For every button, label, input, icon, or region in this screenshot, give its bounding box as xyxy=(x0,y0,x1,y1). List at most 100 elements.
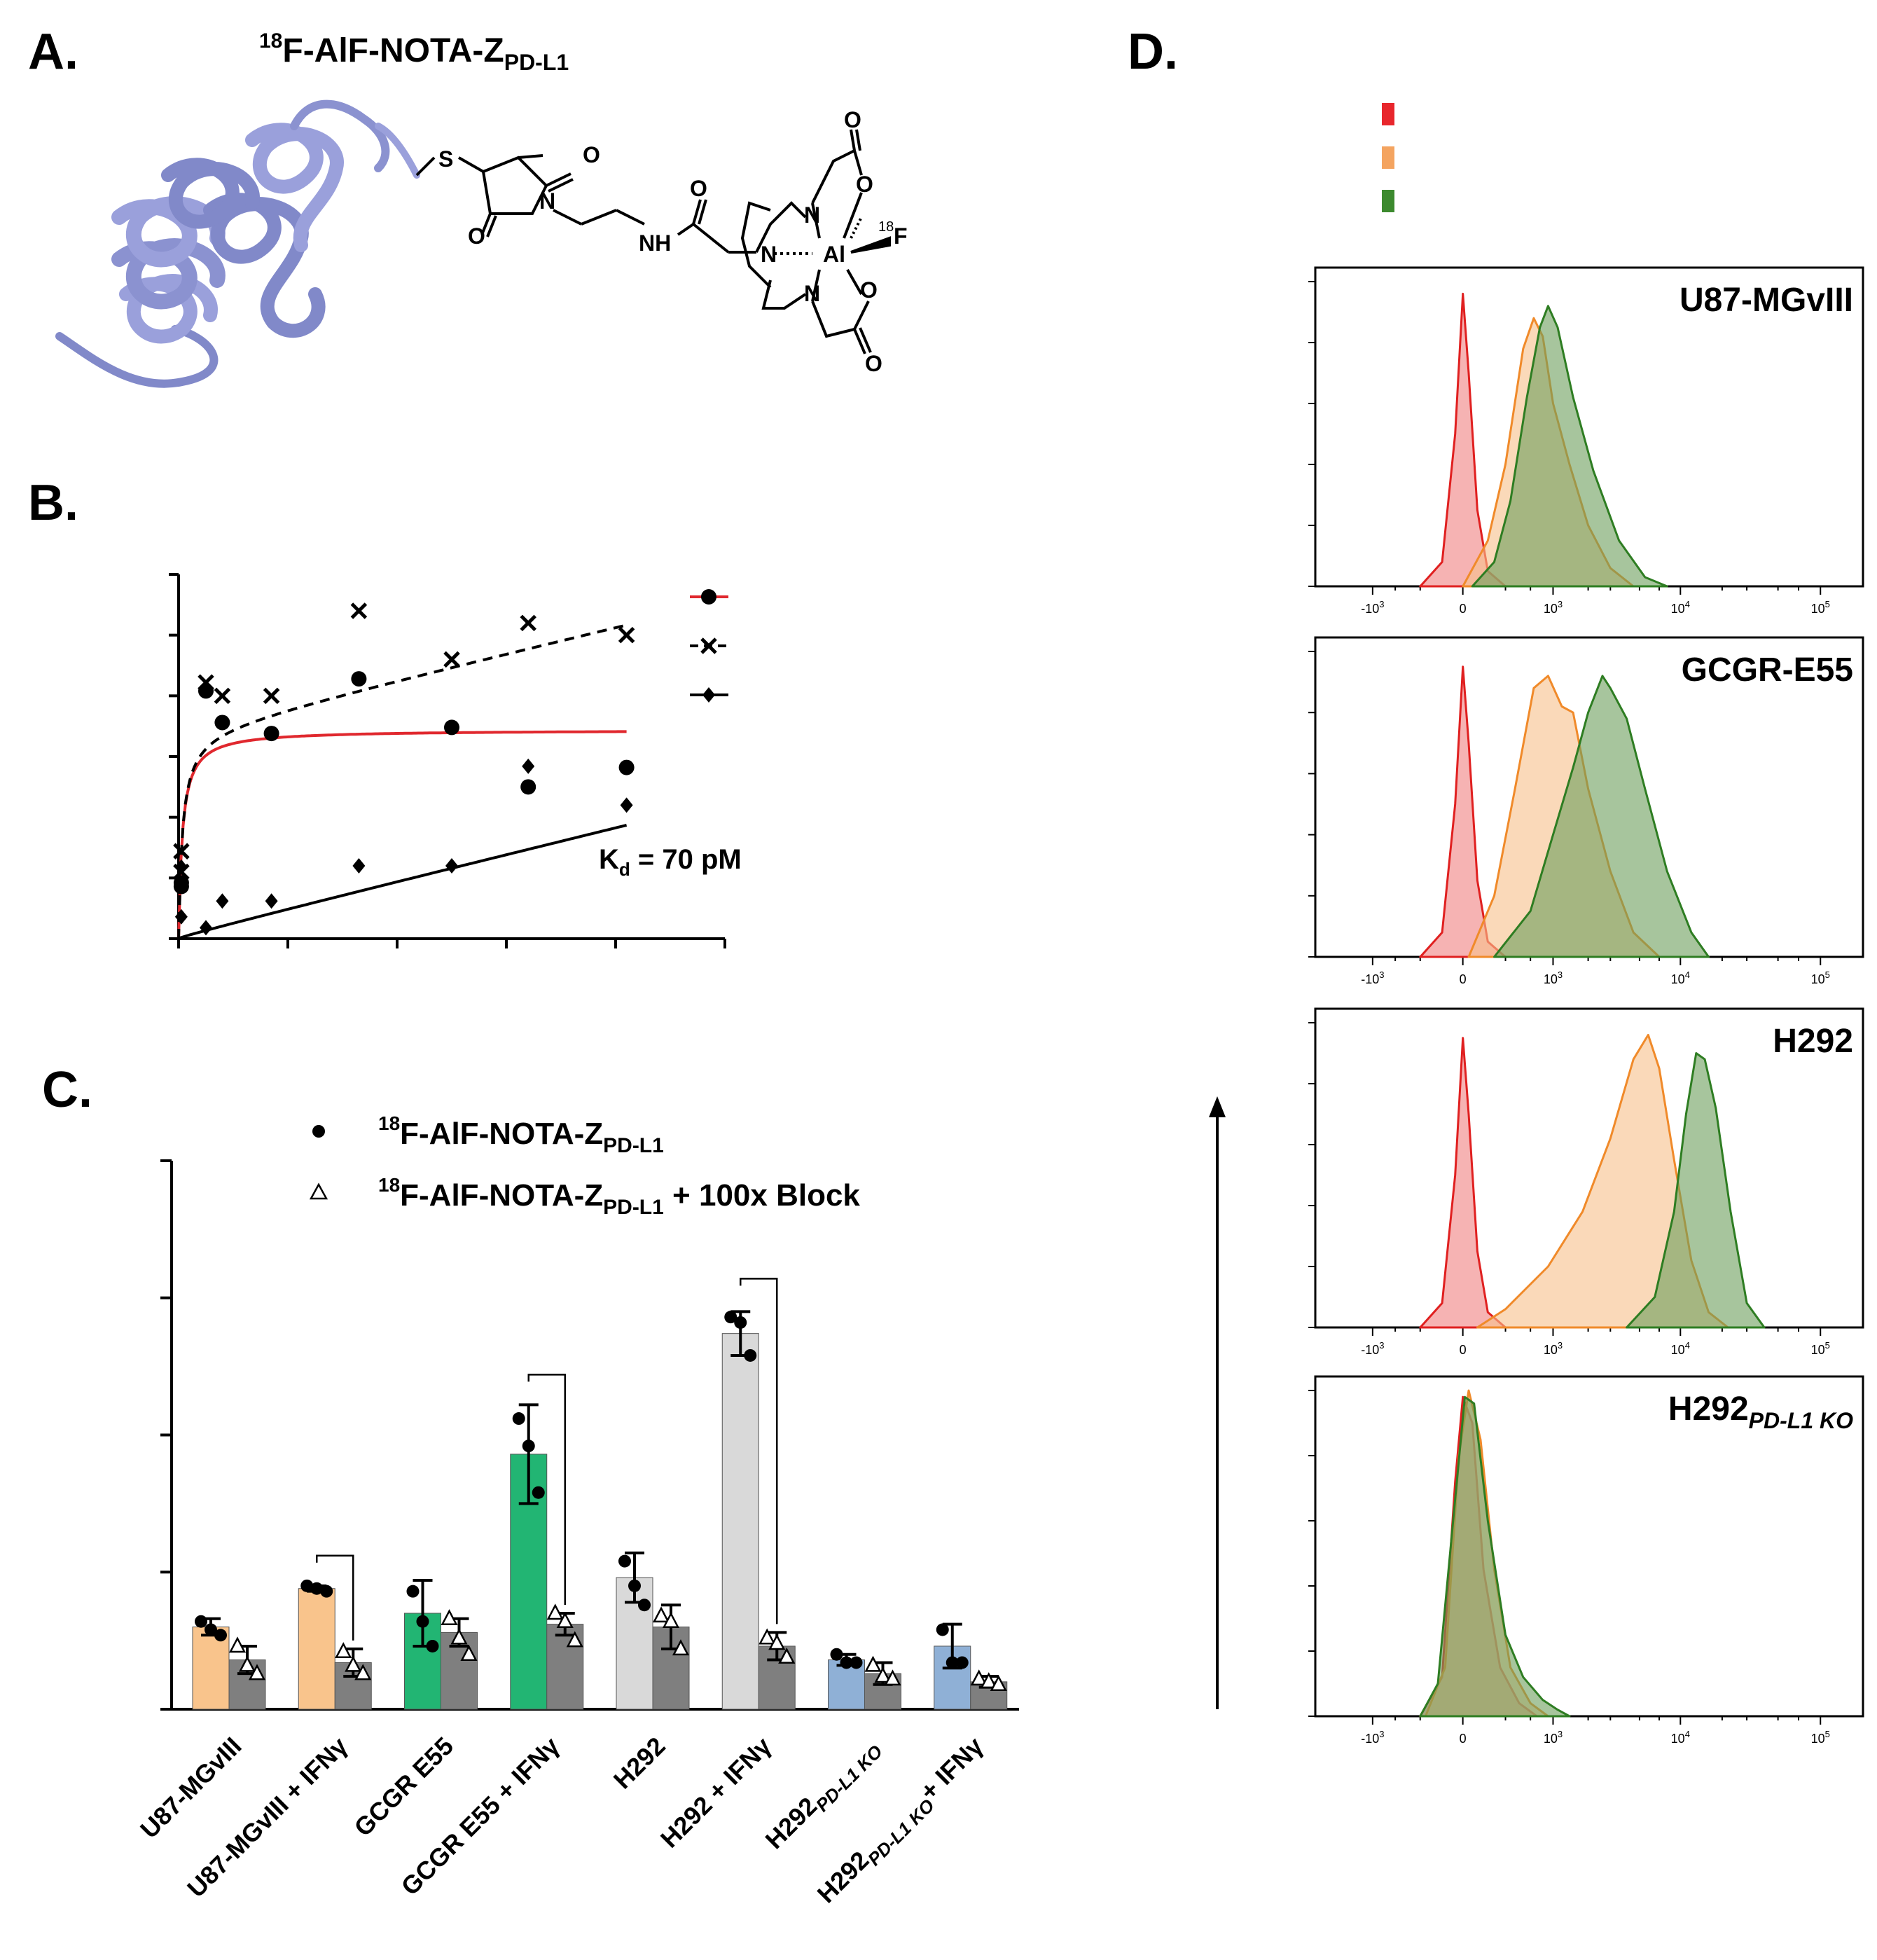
b-point-circle xyxy=(444,719,459,736)
d-x-tick-label: 104 xyxy=(1671,1729,1690,1746)
b-point-circle xyxy=(351,671,367,687)
c-point-block xyxy=(556,1612,574,1628)
c-point-block xyxy=(566,1631,583,1648)
d-cell-line-label: U87-MGvIII xyxy=(1679,282,1853,319)
b-fit-line-2 xyxy=(178,824,628,940)
b-fit-line-0 xyxy=(177,730,627,939)
d-x-tick-label: -103 xyxy=(1361,969,1384,986)
d-x-tick-exp: 3 xyxy=(1379,1729,1384,1739)
c-point-block xyxy=(874,1666,892,1683)
c-point-block xyxy=(238,1655,256,1672)
c-bar-probe xyxy=(721,1333,759,1710)
b-point-circle xyxy=(520,779,536,795)
c-legend-label: 18F-AlF-NOTA-ZPD-L1 + 100x Block xyxy=(378,1174,860,1219)
b-point-diamond xyxy=(620,797,633,813)
c-legend-label: 18F-AlF-NOTA-ZPD-L1 xyxy=(378,1112,664,1157)
c-point-probe xyxy=(426,1639,439,1652)
d-x-tick-exp: 3 xyxy=(1379,599,1384,609)
atom-o-4: O xyxy=(844,107,861,132)
b-legend-marker xyxy=(700,637,717,654)
d-x-tick-base: 0 xyxy=(1460,972,1467,986)
c-bar-probe xyxy=(298,1588,335,1710)
d-cell-line-main: U87-MGvIII xyxy=(1679,282,1853,319)
d-x-tick-base: 10 xyxy=(1811,1343,1825,1357)
d-x-tick-label: 0 xyxy=(1460,1732,1467,1746)
atom-n-1: N xyxy=(539,188,555,214)
d-cell-line-main: H292 xyxy=(1668,1390,1749,1428)
b-legend-marker xyxy=(702,687,715,703)
c-point-block xyxy=(450,1628,468,1645)
b-point-diamond xyxy=(216,893,229,909)
c-point-block xyxy=(990,1675,1007,1692)
b-point-x xyxy=(443,651,460,668)
atom-f: F xyxy=(894,223,908,249)
d-x-tick-label: 105 xyxy=(1811,1340,1830,1357)
d-x-tick-base: -10 xyxy=(1361,1732,1379,1746)
c-category-label: H292 + IFNγ xyxy=(655,1732,777,1854)
d-x-tick-label: 103 xyxy=(1544,1729,1563,1746)
d-legend-swatch xyxy=(1382,146,1394,169)
c-category-main: U87-MGvIII xyxy=(134,1732,247,1844)
d-x-tick-label: 104 xyxy=(1671,1340,1690,1357)
b-kd-annotation: Kd = 70 pM xyxy=(599,844,742,880)
b-point-diamond xyxy=(265,893,278,909)
c-point-block xyxy=(778,1647,796,1664)
atom-nh: NH xyxy=(639,230,671,256)
binding-chart: Kd = 70 pM xyxy=(169,573,742,948)
b-point-x xyxy=(263,687,280,705)
b-point-diamond xyxy=(352,858,366,874)
atom-n-2: N xyxy=(804,202,820,228)
c-point-block xyxy=(441,1609,458,1626)
b-point-x xyxy=(214,687,231,705)
c-point-block xyxy=(884,1669,901,1686)
b-point-x xyxy=(520,614,536,632)
c-point-block xyxy=(546,1603,564,1620)
d-histogram-2 xyxy=(1419,1395,1571,1718)
c-category-label: U87-MGvIII xyxy=(134,1732,247,1844)
c-category-sub: PD-L1 KO xyxy=(864,1795,938,1870)
b-point-x xyxy=(350,602,368,619)
atom-o-7: O xyxy=(865,351,882,376)
c-legend-main: F-AlF-NOTA-Z xyxy=(400,1117,603,1151)
b-point-circle xyxy=(618,759,635,775)
d-histogram-2 xyxy=(1626,1052,1766,1329)
c-point-probe xyxy=(205,1623,217,1636)
c-point-block xyxy=(864,1655,882,1672)
d-x-tick-base: 10 xyxy=(1544,1343,1558,1357)
panel-label-d: D. xyxy=(1128,24,1178,80)
b-fit-line-1 xyxy=(177,623,628,939)
d-x-tick-label: -103 xyxy=(1361,1340,1384,1357)
atom-n-3: N xyxy=(761,242,777,267)
atom-al: Al xyxy=(823,242,845,267)
b-point-x xyxy=(198,674,214,691)
c-point-probe xyxy=(850,1656,863,1669)
d-x-tick-label: 105 xyxy=(1811,969,1830,986)
c-point-block xyxy=(970,1669,988,1686)
d-x-tick-base: 10 xyxy=(1671,1732,1685,1746)
d-x-tick-exp: 5 xyxy=(1825,1340,1830,1351)
d-x-tick-base: 10 xyxy=(1811,1732,1825,1746)
c-category-main: H292 xyxy=(608,1732,671,1795)
c-category-label: GCGR E55 xyxy=(348,1732,459,1842)
d-x-tick-base: 0 xyxy=(1460,1343,1467,1357)
d-cell-line-label: GCGR-E55 xyxy=(1682,651,1853,689)
d-cell-line-label: H292 xyxy=(1773,1023,1853,1060)
d-legend-swatch xyxy=(1382,103,1394,125)
c-category-main: H292 + IFNγ xyxy=(655,1732,777,1854)
c-category-label: H292PD-L1 KO xyxy=(760,1732,887,1858)
c-point-probe xyxy=(195,1615,207,1628)
c-point-block xyxy=(248,1664,266,1681)
c-category-label: H292 xyxy=(608,1732,671,1795)
b-point-diamond xyxy=(200,920,212,936)
d-histogram-0 xyxy=(1419,1037,1507,1329)
d-x-tick-base: -10 xyxy=(1361,602,1379,616)
d-x-tick-exp: 3 xyxy=(1379,1340,1384,1351)
atom-s: S xyxy=(438,146,453,172)
atom-n-4: N xyxy=(804,281,820,306)
b-point-diamond xyxy=(174,909,188,925)
d-x-tick-exp: 3 xyxy=(1558,1340,1563,1351)
d-x-tick-base: 10 xyxy=(1544,972,1558,986)
d-x-tick-base: 10 xyxy=(1544,1732,1558,1746)
c-point-probe xyxy=(512,1412,525,1426)
